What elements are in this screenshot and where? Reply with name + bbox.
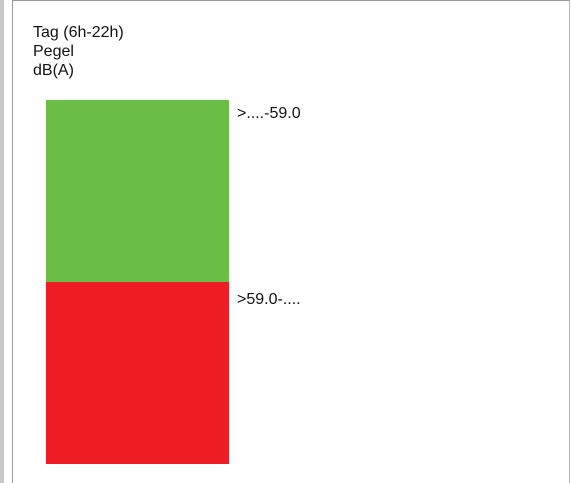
- legend-title-line-unit: dB(A): [33, 62, 74, 79]
- legend-title-line-period: Tag (6h-22h): [33, 24, 124, 41]
- legend-title-line-quantity: Pegel: [33, 43, 74, 60]
- legend-title: Tag (6h-22h) Pegel dB(A): [33, 23, 124, 80]
- legend-swatch-high: [46, 282, 229, 464]
- legend-label-high: >59.0-....: [237, 291, 301, 308]
- window-left-edge: [0, 0, 4, 483]
- legend-swatch-low: [46, 100, 229, 282]
- legend-label-low: >....-59.0: [237, 105, 301, 122]
